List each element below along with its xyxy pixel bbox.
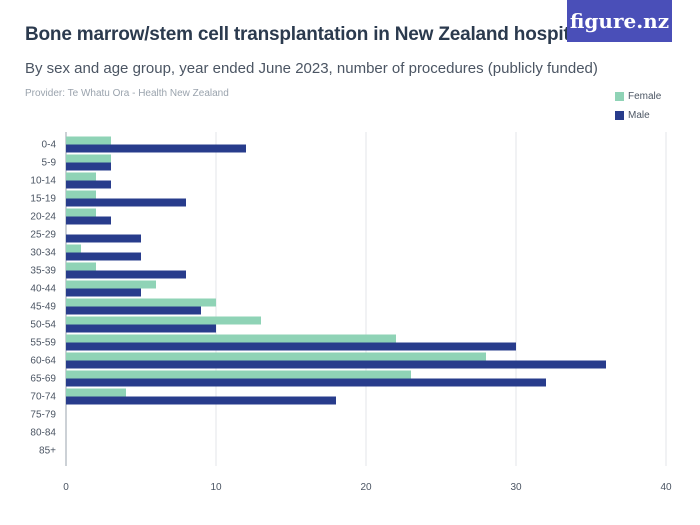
- y-tick-label: 55-59: [30, 338, 56, 349]
- y-tick-label: 60-64: [30, 356, 56, 367]
- bar-male-20-24: [66, 216, 111, 225]
- bar-female-50-54: [66, 316, 261, 325]
- legend-label-female: Female: [628, 91, 662, 102]
- y-tick-label: 30-34: [30, 248, 56, 259]
- bar-female-15-19: [66, 190, 96, 199]
- bar-male-25-29: [66, 234, 141, 243]
- bar-male-0-4: [66, 144, 246, 153]
- bar-female-30-34: [66, 244, 81, 253]
- bar-female-60-64: [66, 352, 486, 361]
- bar-female-0-4: [66, 136, 111, 145]
- y-tick-label: 50-54: [30, 320, 56, 331]
- bar-female-65-69: [66, 370, 411, 379]
- x-tick-label: 40: [660, 482, 672, 493]
- legend-item-female: Female: [615, 87, 661, 106]
- legend-label-male: Male: [628, 110, 650, 121]
- y-tick-label: 5-9: [42, 158, 57, 169]
- y-tick-label: 15-19: [30, 194, 56, 205]
- legend: Female Male: [615, 87, 661, 125]
- figure-nz-logo[interactable]: figure.nz: [567, 0, 672, 42]
- y-tick-label: 75-79: [30, 410, 56, 421]
- y-tick-label: 65-69: [30, 374, 56, 385]
- bar-male-50-54: [66, 324, 216, 333]
- bar-male-45-49: [66, 306, 201, 315]
- x-tick-label: 20: [360, 482, 372, 493]
- bar-male-65-69: [66, 378, 546, 387]
- bar-male-35-39: [66, 270, 186, 279]
- legend-swatch-male: [615, 111, 624, 120]
- x-tick-label: 30: [510, 482, 522, 493]
- bar-male-10-14: [66, 180, 111, 189]
- chart-title: Bone marrow/stem cell transplantation in…: [25, 24, 596, 45]
- bar-female-70-74: [66, 388, 126, 397]
- bar-female-5-9: [66, 154, 111, 163]
- bar-male-30-34: [66, 252, 141, 261]
- y-tick-label: 35-39: [30, 266, 56, 277]
- bar-male-70-74: [66, 396, 336, 405]
- bar-female-45-49: [66, 298, 216, 307]
- y-tick-label: 20-24: [30, 212, 56, 223]
- bar-female-20-24: [66, 208, 96, 217]
- legend-swatch-female: [615, 92, 624, 101]
- bar-male-15-19: [66, 198, 186, 207]
- y-tick-label: 70-74: [30, 392, 56, 403]
- x-tick-label: 10: [210, 482, 222, 493]
- y-tick-label: 45-49: [30, 302, 56, 313]
- y-tick-label: 10-14: [30, 176, 56, 187]
- x-tick-label: 0: [63, 482, 69, 493]
- bar-female-55-59: [66, 334, 396, 343]
- y-tick-label: 40-44: [30, 284, 56, 295]
- y-tick-label: 80-84: [30, 428, 56, 439]
- bar-male-5-9: [66, 162, 111, 171]
- bar-female-10-14: [66, 172, 96, 181]
- legend-item-male: Male: [615, 106, 661, 125]
- bar-male-55-59: [66, 342, 516, 351]
- bar-male-40-44: [66, 288, 141, 297]
- bar-male-60-64: [66, 360, 606, 369]
- y-tick-label: 25-29: [30, 230, 56, 241]
- y-tick-label: 85+: [39, 446, 56, 457]
- provider-note: Provider: Te Whatu Ora - Health New Zeal…: [25, 88, 229, 99]
- bar-female-35-39: [66, 262, 96, 271]
- chart-subtitle: By sex and age group, year ended June 20…: [25, 60, 598, 77]
- y-tick-label: 0-4: [42, 140, 57, 151]
- bar-female-40-44: [66, 280, 156, 289]
